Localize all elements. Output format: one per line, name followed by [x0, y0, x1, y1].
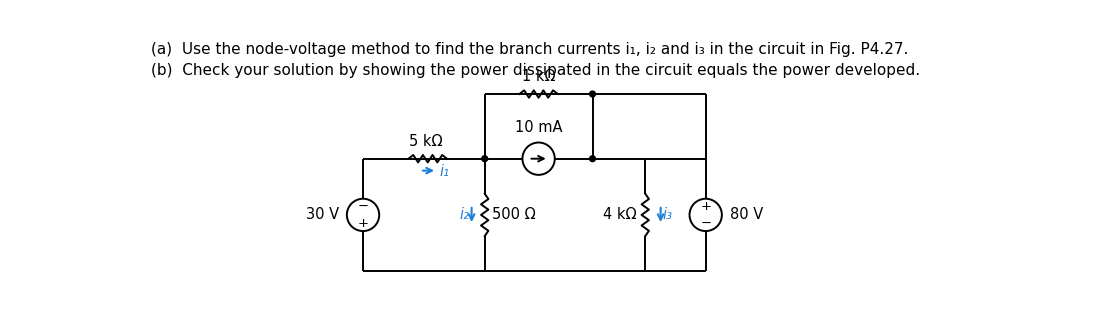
Text: i₃: i₃	[663, 207, 673, 222]
Text: i₁: i₁	[439, 163, 449, 179]
Text: +: +	[357, 217, 368, 230]
Text: 500 Ω: 500 Ω	[492, 207, 536, 222]
Text: +: +	[700, 200, 711, 213]
Text: 30 V: 30 V	[306, 207, 339, 222]
Text: i₂: i₂	[459, 207, 469, 222]
Circle shape	[590, 91, 595, 97]
Text: 4 kΩ: 4 kΩ	[603, 207, 636, 222]
Text: 5 kΩ: 5 kΩ	[410, 134, 443, 149]
Text: (b)  Check your solution by showing the power dissipated in the circuit equals t: (b) Check your solution by showing the p…	[151, 63, 921, 78]
Text: 10 mA: 10 mA	[515, 120, 562, 135]
Text: −: −	[700, 217, 711, 230]
Text: 80 V: 80 V	[730, 207, 763, 222]
Text: 1 kΩ: 1 kΩ	[522, 69, 556, 84]
Text: −: −	[357, 200, 368, 213]
Circle shape	[590, 156, 595, 162]
Text: (a)  Use the node-voltage method to find the branch currents i₁, i₂ and i₃ in th: (a) Use the node-voltage method to find …	[151, 42, 909, 57]
Circle shape	[482, 156, 488, 162]
